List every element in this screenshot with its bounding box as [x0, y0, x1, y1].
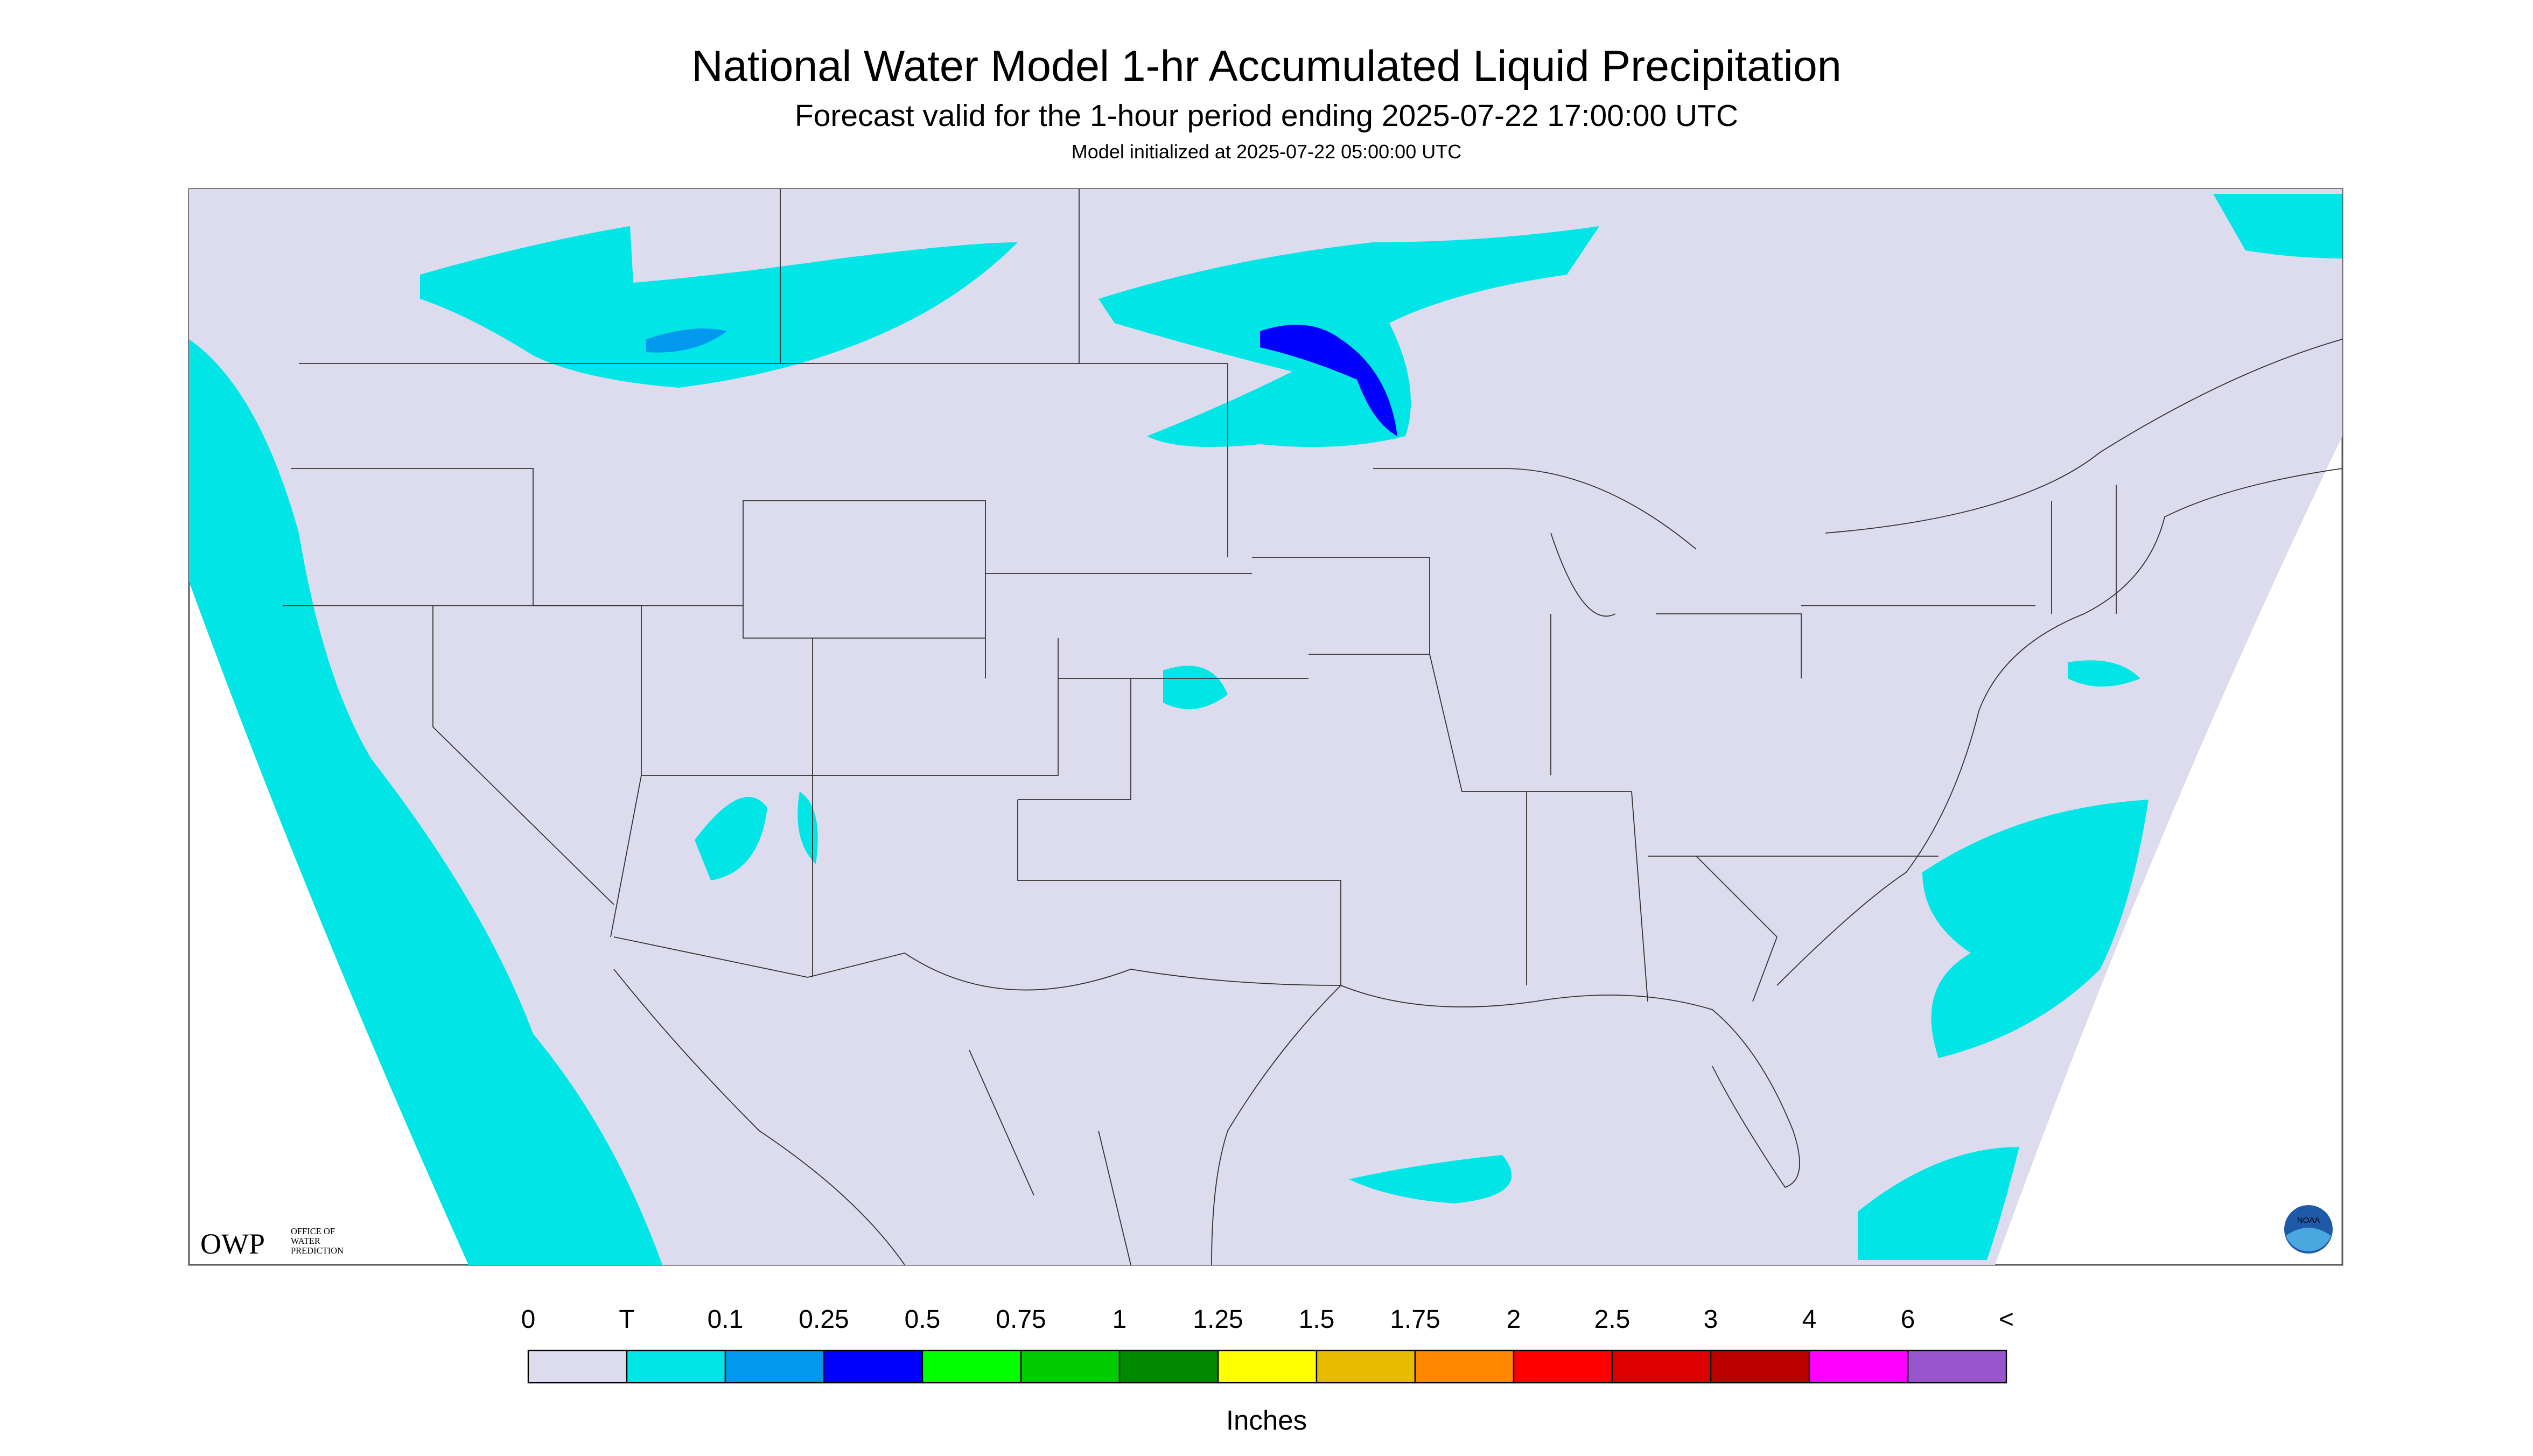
noaa-logo: NOAA — [2284, 1205, 2333, 1254]
legend-label: 1.75 — [1390, 1305, 1440, 1334]
legend-label: T — [619, 1305, 634, 1334]
legend-label: 3 — [1704, 1305, 1718, 1334]
legend-swatch — [1907, 1349, 2007, 1384]
legend-swatch — [527, 1349, 628, 1384]
owp-line: OFFICE OF — [291, 1226, 335, 1236]
legend-label: 0.1 — [708, 1305, 744, 1334]
legend-swatch — [1217, 1349, 1318, 1384]
legend-swatch — [1316, 1349, 1416, 1384]
legend-label: 6 — [1901, 1305, 1915, 1334]
legend-label: 1.5 — [1299, 1305, 1335, 1334]
legend-swatch — [1710, 1349, 1810, 1384]
init-note: Model initialized at 2025-07-22 05:00:00… — [1072, 141, 1461, 163]
legend: 0 T 0.1 0.25 0.5 0.75 1 1.25 1.5 1.75 2 2.5 3 4 6 < — [521, 1305, 2014, 1384]
legend-label: 0.5 — [905, 1305, 941, 1334]
precip — [189, 194, 2342, 1265]
legend-label: 1.25 — [1193, 1305, 1243, 1334]
legend-swatch — [1611, 1349, 1712, 1384]
owp-text: OWP — [200, 1228, 265, 1260]
owp-line: PREDICTION — [291, 1245, 344, 1256]
legend-label: 1 — [1112, 1305, 1127, 1334]
boundaries — [283, 189, 2343, 1265]
legend-label: 0.25 — [799, 1305, 849, 1334]
title: National Water Model 1-hr Accumulated Li… — [691, 42, 1842, 90]
legend-label: < — [1999, 1305, 2014, 1334]
domain — [189, 189, 2342, 1265]
legend-swatch — [921, 1349, 1022, 1384]
legend-label: 0.75 — [996, 1305, 1046, 1334]
owp-line: WATER — [291, 1236, 320, 1246]
owp-logo: OWP OFFICE OF WATER PREDICTION — [200, 1226, 344, 1260]
noaa-text: NOAA — [2297, 1216, 2320, 1225]
legend-swatch — [626, 1349, 726, 1384]
legend-label: 2 — [1507, 1305, 1521, 1334]
subtitle: Forecast valid for the 1-hour period end… — [795, 99, 1738, 133]
legend-swatch — [1414, 1349, 1515, 1384]
legend-swatch — [823, 1349, 923, 1384]
legend-swatch — [724, 1349, 825, 1384]
legend-swatch — [1513, 1349, 1613, 1384]
legend-swatch — [1020, 1349, 1121, 1384]
legend-label: 4 — [1802, 1305, 1817, 1334]
legend-unit: Inches — [1226, 1405, 1307, 1436]
legend-label: 0 — [521, 1305, 536, 1334]
legend-label: 2.5 — [1594, 1305, 1631, 1334]
map — [188, 188, 2343, 1266]
legend-swatch — [1118, 1349, 1219, 1384]
legend-swatch — [1808, 1349, 1909, 1384]
